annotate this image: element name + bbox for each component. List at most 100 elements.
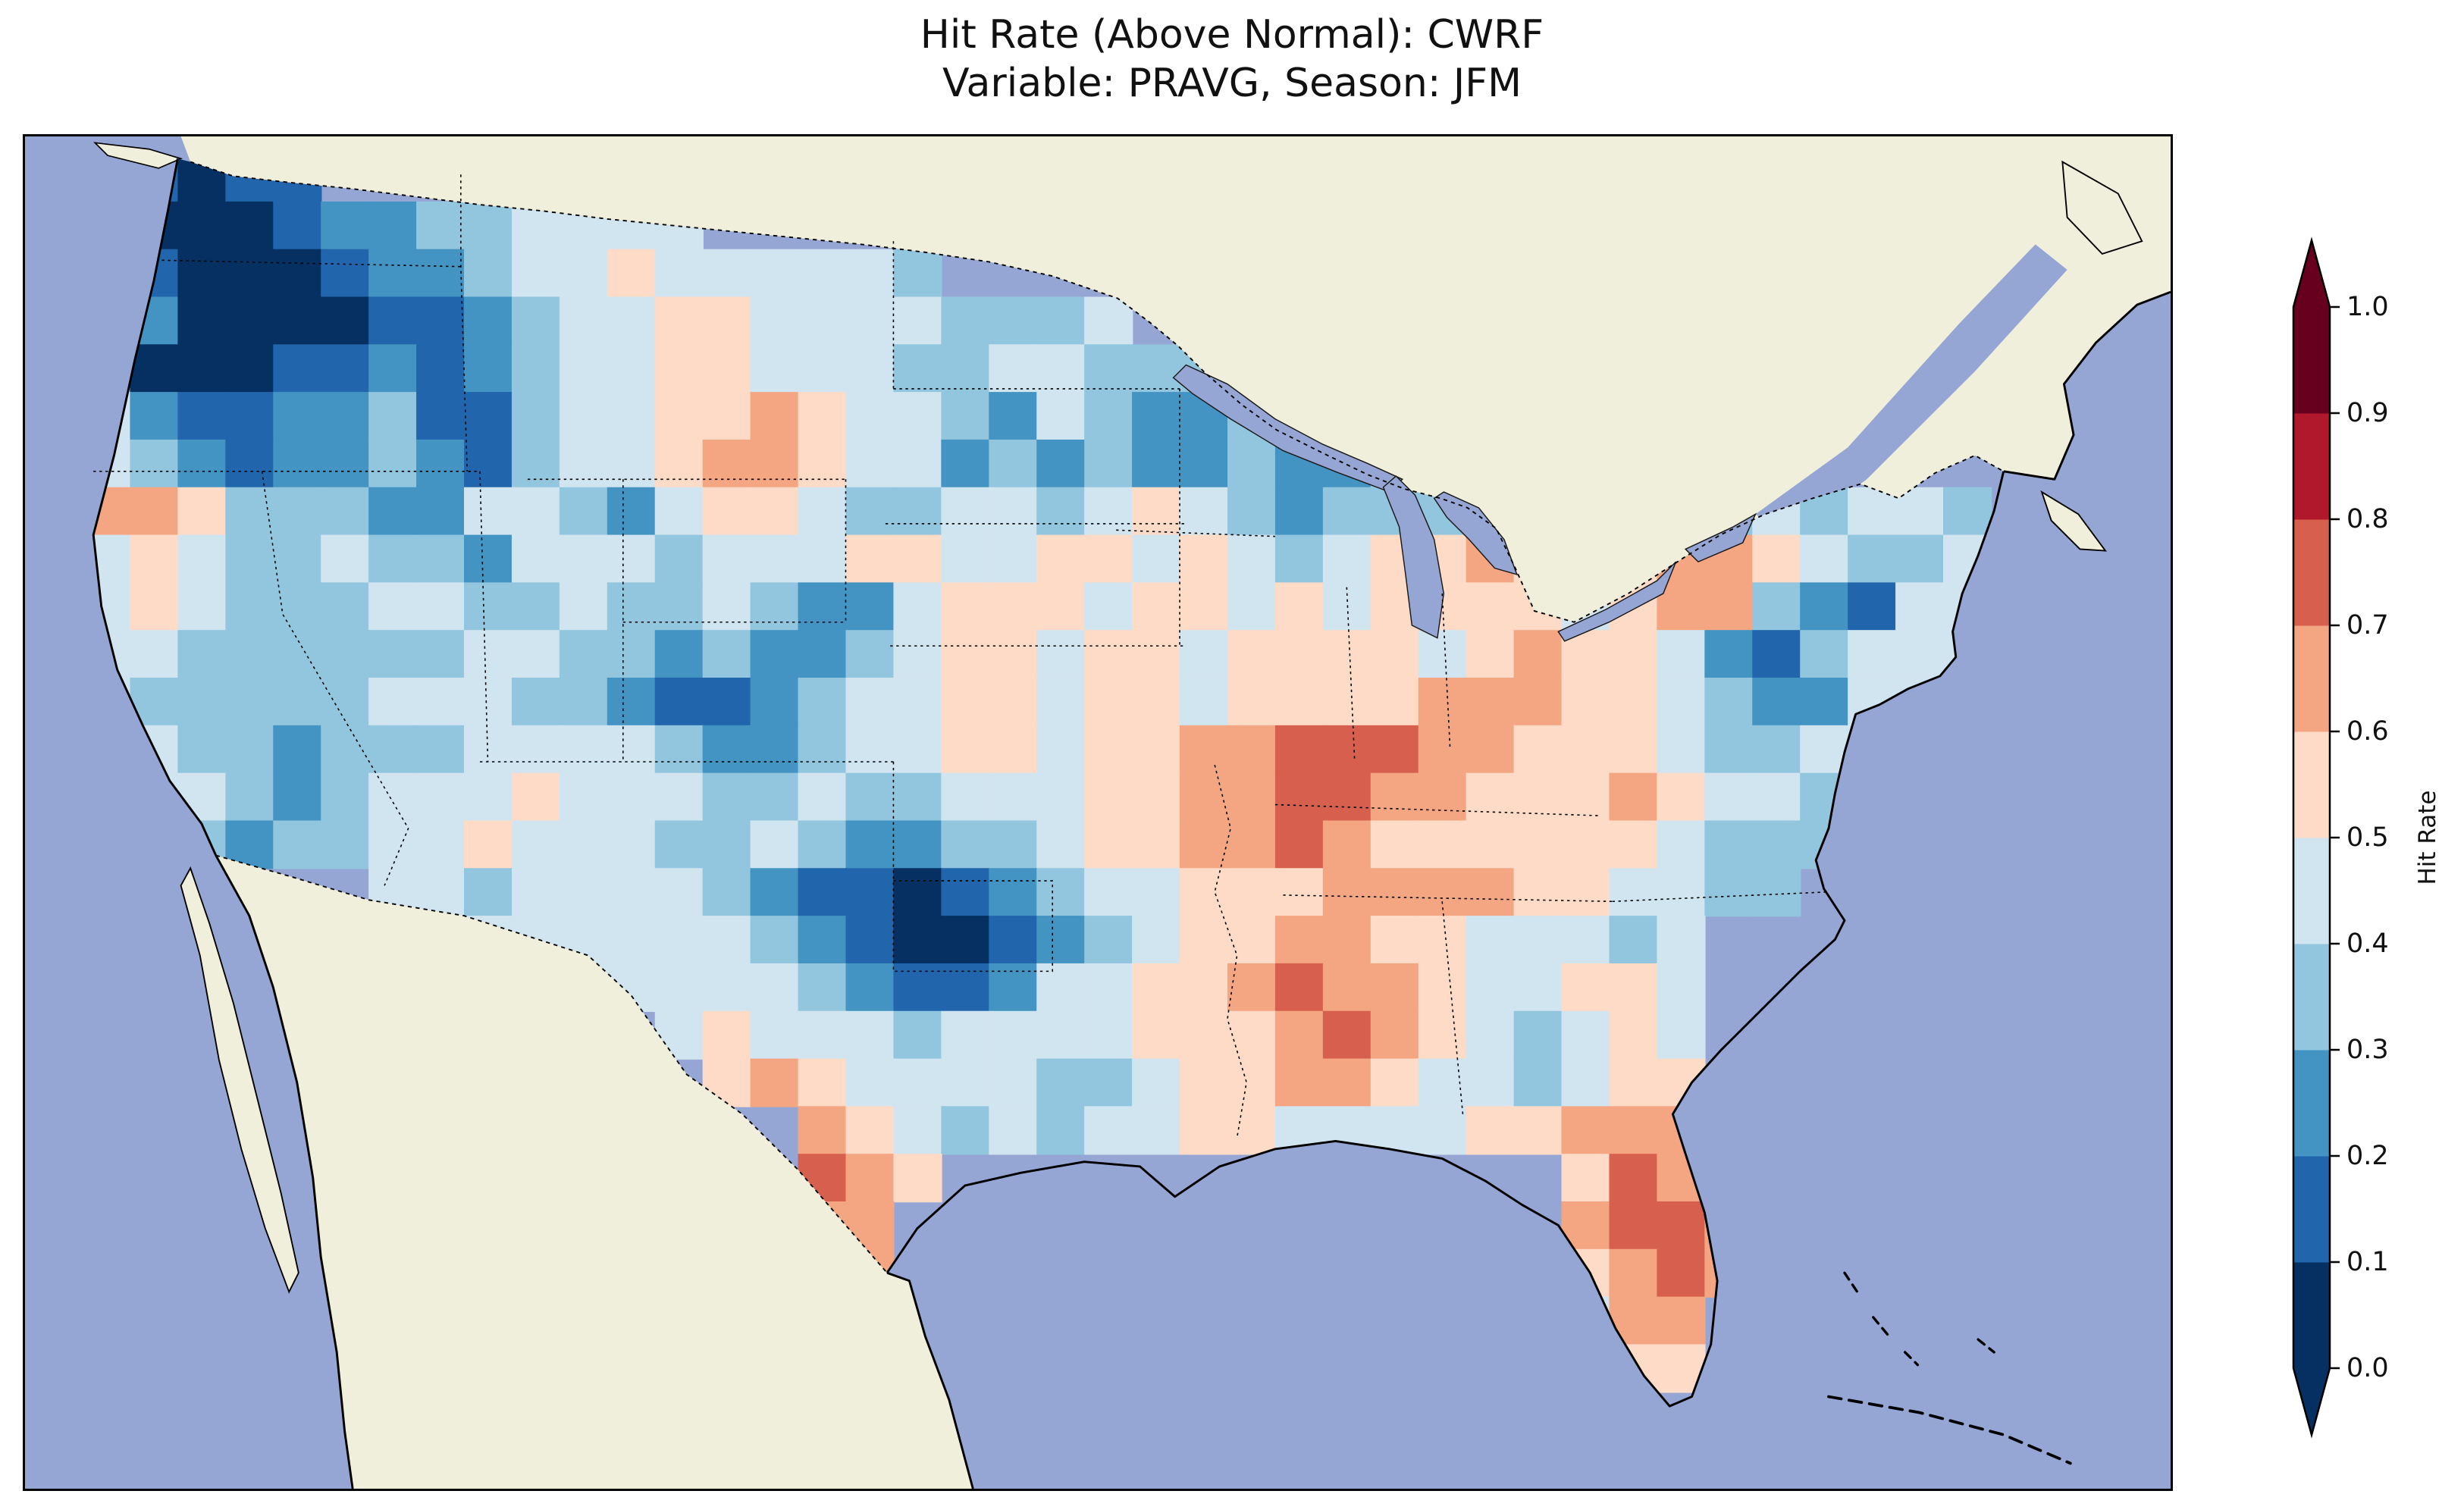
heatmap-cell (559, 439, 609, 489)
heatmap-cell (1132, 963, 1181, 1012)
heatmap-cell (941, 1106, 990, 1155)
heatmap-cell (893, 296, 942, 346)
heatmap-cell (1036, 487, 1086, 536)
lake-michigan (1382, 475, 1445, 639)
heatmap-cell (654, 678, 704, 727)
heatmap-cell (416, 392, 466, 441)
heatmap-cell (750, 296, 799, 346)
heatmap-cell (321, 392, 370, 441)
heatmap-cell (177, 344, 227, 393)
heatmap-cell (1609, 630, 1658, 679)
heatmap-cell (1036, 392, 1086, 441)
heatmap-cell (1084, 725, 1133, 774)
heatmap-cell (1657, 1010, 1706, 1060)
heatmap-cell (1227, 439, 1277, 489)
heatmap-cell (607, 392, 657, 441)
heatmap-cell (1418, 678, 1467, 727)
heatmap-cell (1036, 1010, 1086, 1060)
heatmap-cell (177, 487, 227, 536)
heatmap-cell (559, 630, 609, 679)
heatmap-cell (321, 249, 370, 298)
heatmap-cell (225, 344, 274, 393)
heatmap-cell (941, 534, 990, 584)
heatmap-cell (1322, 534, 1372, 584)
canada-landmass (180, 136, 2171, 622)
heatmap-cell (607, 630, 657, 679)
heatmap-cell (225, 772, 274, 822)
heatmap-cell (1657, 1296, 1706, 1345)
mexico-pacific-coastline (215, 854, 354, 1489)
heatmap-cell (1418, 1010, 1467, 1060)
canada-atlantic-coastline (2003, 290, 2171, 481)
heatmap-cell (273, 772, 322, 822)
heatmap-cell (1848, 487, 1897, 536)
heatmap-cell (1609, 820, 1658, 869)
heatmap-cell (1561, 1010, 1610, 1060)
heatmap-cell (1752, 678, 1801, 727)
heatmap-cell (1418, 820, 1467, 869)
heatmap-cell (368, 630, 418, 679)
heatmap-cell (273, 582, 322, 631)
heatmap-cell (511, 868, 561, 917)
heatmap-cell (798, 296, 847, 346)
caribbean-islands (1827, 1271, 2072, 1465)
heatmap-cell (1752, 725, 1801, 774)
heatmap-cell (1513, 963, 1563, 1012)
heatmap-cell (654, 582, 704, 631)
heatmap-cell (1036, 344, 1086, 393)
heatmap-cell (177, 392, 227, 441)
heatmap-cell (368, 344, 418, 393)
heatmap-cell (798, 868, 847, 917)
heatmap-cell (1036, 630, 1086, 679)
heatmap-cell (1322, 487, 1372, 536)
heatmap-cell (989, 582, 1038, 631)
heatmap-cell (130, 392, 179, 441)
heatmap-cell (1370, 820, 1419, 869)
heatmap-cell (321, 678, 370, 727)
colorbar-band (2293, 1156, 2330, 1263)
heatmap-cell (1132, 1010, 1181, 1060)
heatmap-cell (1704, 678, 1754, 727)
heatmap-cell (177, 201, 227, 250)
heatmap-cell (1418, 1058, 1467, 1107)
heatmap-cell (1227, 582, 1277, 631)
heatmap-cell (1561, 963, 1610, 1012)
colorbar-band (2293, 1050, 2330, 1157)
heatmap-cell (1132, 344, 1181, 393)
heatmap-cell (1466, 868, 1515, 917)
heatmap-cell (321, 534, 370, 584)
heatmap-cell (511, 772, 561, 822)
heatmap-cell (368, 249, 418, 298)
st-lawrence-gulf (1755, 244, 2067, 537)
heatmap-cell (273, 344, 322, 393)
heatmap-cell (750, 249, 799, 298)
heatmap-cell (1513, 630, 1563, 679)
heatmap-cell (607, 772, 657, 822)
heatmap-cell (559, 678, 609, 727)
heatmap-cell (1466, 725, 1515, 774)
heatmap-cell (750, 582, 799, 631)
heatmap-cell (893, 439, 942, 489)
heatmap-cell (1561, 725, 1610, 774)
heatmap-cell (989, 678, 1038, 727)
heatmap-cell (1227, 820, 1277, 869)
heatmap-cell (750, 772, 799, 822)
heatmap-cell (1704, 772, 1754, 822)
heatmap-cell (1322, 1010, 1372, 1060)
newfoundland (2061, 160, 2143, 255)
lake-huron (1433, 491, 1518, 576)
heatmap-cell (1180, 439, 1229, 489)
heatmap-cell (1418, 963, 1467, 1012)
heatmap-cell (1132, 725, 1181, 774)
heatmap-cell (1513, 725, 1563, 774)
heatmap-cell (798, 392, 847, 441)
heatmap-cell (893, 392, 942, 441)
heatmap-cell (607, 249, 657, 298)
heatmap-cell (893, 487, 942, 536)
heatmap-cell (989, 392, 1038, 441)
heatmap-cell (511, 344, 561, 393)
heatmap-cell (1180, 534, 1229, 584)
heatmap-cell (941, 820, 990, 869)
heatmap-cell (1227, 1010, 1277, 1060)
heatmap-cell (654, 344, 704, 393)
